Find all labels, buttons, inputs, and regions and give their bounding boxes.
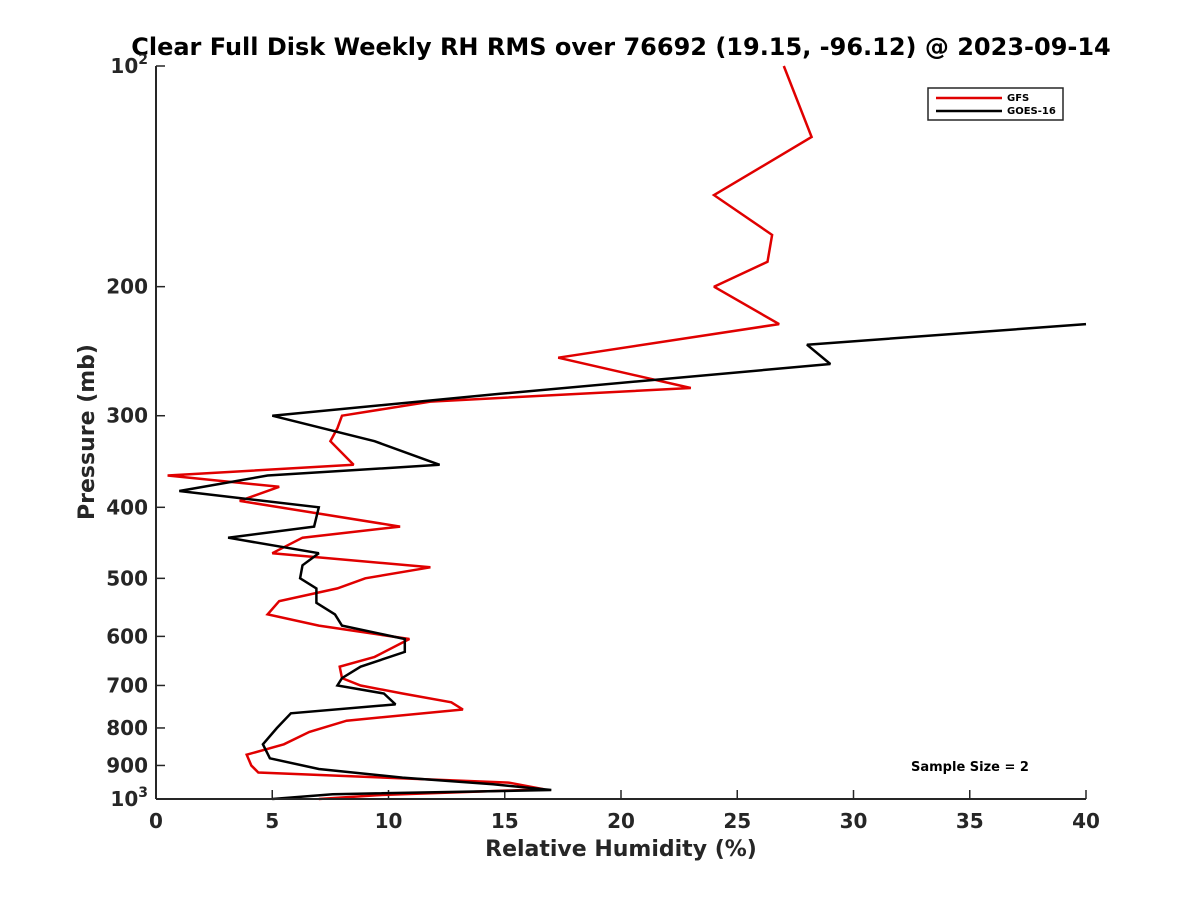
y-tick-label-700: 700 (106, 673, 148, 697)
x-tick-label-35: 35 (956, 809, 984, 833)
y-tick-label-300: 300 (106, 404, 148, 428)
y-tick-label-500: 500 (106, 566, 148, 590)
y-axis-label: Pressure (mb) (75, 344, 100, 520)
y-tick-label-600: 600 (106, 624, 148, 648)
x-tick-label-5: 5 (265, 809, 279, 833)
chart-title: Clear Full Disk Weekly RH RMS over 76692… (131, 33, 1111, 61)
x-tick-label-25: 25 (723, 809, 751, 833)
x-tick-label-20: 20 (607, 809, 635, 833)
x-tick-label-40: 40 (1072, 809, 1100, 833)
series-line-gfs (167, 65, 814, 801)
x-tick-label-0: 0 (149, 809, 163, 833)
x-axis-ticks: 0 5 10 15 20 25 30 35 40 (149, 790, 1100, 833)
legend: GFS GOES-16 (927, 87, 1064, 121)
y-tick-label-800: 800 (106, 716, 148, 740)
series-line-goes16 (179, 322, 1087, 801)
legend-label-goes16: GOES-16 (1007, 106, 1056, 117)
series-layer (167, 65, 1087, 801)
y-tick-label-10-2: 102 (110, 52, 148, 78)
sample-size-annotation: Sample Size = 2 (911, 760, 1029, 775)
y-tick-label-900: 900 (106, 753, 148, 777)
x-axis-label: Relative Humidity (%) (485, 837, 757, 862)
y-tick-label-10-3: 103 (110, 785, 148, 811)
y-tick-label-200: 200 (106, 275, 148, 299)
legend-box (927, 87, 1064, 121)
x-tick-label-10: 10 (375, 809, 403, 833)
x-tick-label-15: 15 (491, 809, 519, 833)
y-axis-ticks: 200 300 400 500 600 700 800 900 102 103 (106, 52, 165, 811)
y-tick-label-400: 400 (106, 495, 148, 519)
x-tick-label-30: 30 (840, 809, 868, 833)
legend-label-gfs: GFS (1007, 93, 1029, 104)
